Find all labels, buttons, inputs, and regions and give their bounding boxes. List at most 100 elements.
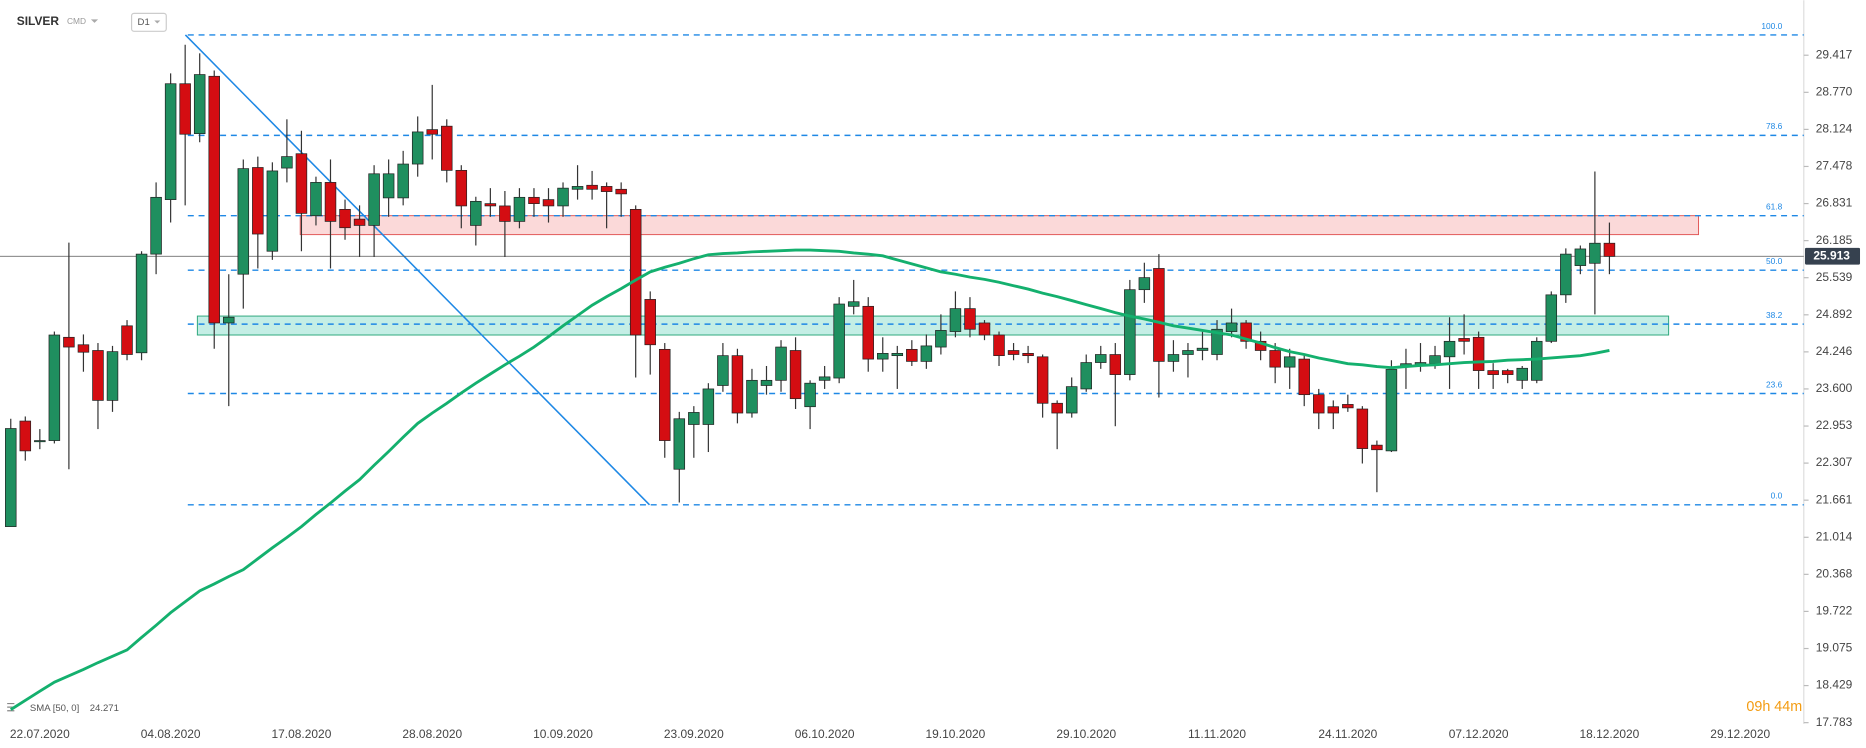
y-tick-label: 28.124 — [1816, 122, 1853, 136]
candle-body — [1109, 354, 1122, 375]
x-tick-label: 18.12.2020 — [1580, 727, 1640, 741]
candle-body — [702, 388, 715, 425]
candle-body — [1036, 356, 1049, 404]
candle-body — [1342, 404, 1354, 409]
candle-body — [949, 308, 962, 332]
last-price-box — [1804, 247, 1861, 265]
candle-body — [775, 346, 787, 381]
sma-last-value: 24.271 — [90, 703, 119, 714]
x-tick-label: 07.12.2020 — [1449, 727, 1509, 741]
symbol: SILVER — [17, 14, 60, 28]
x-tick-label: 23.09.2020 — [664, 727, 724, 741]
candle-body — [1313, 394, 1325, 414]
last-price-label: 25.913 — [1813, 248, 1850, 262]
candle-body — [353, 218, 366, 226]
timeframe[interactable]: D1 — [138, 17, 150, 28]
candle-body — [310, 182, 322, 217]
y-tick-label: 17.783 — [1816, 715, 1853, 729]
candle-body — [484, 203, 497, 207]
candle-body — [906, 348, 918, 362]
candle-body — [1225, 322, 1238, 332]
x-tick-label: 04.08.2020 — [141, 727, 201, 741]
candle-body — [164, 83, 177, 200]
countdown: 09h 44m — [1746, 699, 1802, 715]
candle-body — [571, 186, 584, 190]
y-tick-label: 29.417 — [1816, 47, 1853, 61]
candle-body — [731, 355, 744, 414]
y-tick-label: 19.075 — [1816, 641, 1853, 655]
market[interactable]: CMD — [67, 16, 86, 26]
candle-body — [877, 353, 889, 360]
candle-body — [121, 325, 133, 355]
candle-body — [920, 345, 933, 362]
candle-body — [382, 173, 395, 199]
candle-body — [223, 316, 235, 324]
y-tick-label: 19.722 — [1816, 604, 1853, 618]
candle-body — [339, 209, 351, 229]
candle-body — [135, 253, 148, 354]
timeframe-box[interactable] — [130, 12, 167, 32]
candle-body — [34, 440, 46, 443]
candle-body — [237, 168, 250, 275]
candle-body — [1589, 242, 1601, 264]
candle-body — [1429, 355, 1441, 365]
candle-body — [1458, 338, 1470, 342]
candle-body — [644, 299, 656, 346]
candle-body — [295, 153, 308, 214]
fib-label: 100.0 — [1761, 21, 1782, 31]
sma-name: SMA [50, 0] — [30, 703, 79, 714]
candle-body — [717, 355, 729, 386]
y-tick-label: 18.429 — [1816, 678, 1853, 692]
x-tick-label: 22.07.2020 — [10, 727, 70, 741]
candle-body — [1443, 340, 1456, 358]
candle-body — [1560, 253, 1572, 296]
candle-body — [746, 379, 758, 414]
candle-body — [77, 344, 90, 353]
y-tick-label: 25.539 — [1816, 270, 1853, 284]
candle-body — [19, 420, 32, 452]
candle-body — [1603, 242, 1616, 257]
x-tick-label: 29.10.2020 — [1056, 727, 1116, 741]
candle-body — [528, 196, 540, 204]
candle-body — [1371, 444, 1383, 451]
candle-body — [470, 200, 482, 226]
candle-body — [862, 305, 874, 360]
candle-body — [1385, 369, 1398, 452]
candle-body — [1167, 354, 1180, 362]
candle-body — [1065, 386, 1078, 414]
dropdown-arrow[interactable] — [90, 19, 99, 23]
candle-body — [266, 170, 279, 252]
candle-body — [557, 187, 569, 207]
dropdown-arrow[interactable] — [154, 20, 161, 24]
candle-body — [964, 308, 976, 330]
candle-body — [324, 182, 337, 222]
y-tick-label: 26.185 — [1816, 233, 1853, 247]
candle-body — [1080, 362, 1092, 390]
candle-body — [833, 303, 845, 379]
candle-body — [615, 188, 627, 195]
candle-body — [368, 173, 380, 226]
candle-body — [1574, 248, 1587, 266]
candle-body — [629, 209, 642, 336]
y-tick-label: 28.770 — [1816, 84, 1853, 98]
candle-body — [63, 336, 75, 348]
candle-body — [586, 184, 598, 190]
candle-body — [993, 334, 1005, 357]
candle-body — [281, 156, 293, 169]
fib-label: 61.8 — [1766, 202, 1783, 212]
candle-body — [1283, 356, 1296, 368]
header: SILVER CMD D1 — [17, 12, 167, 32]
candle-body — [1501, 370, 1514, 375]
candle-body — [150, 196, 162, 255]
candle-body — [441, 125, 453, 171]
candle-body — [542, 199, 555, 207]
y-tick-label: 24.246 — [1816, 344, 1853, 358]
x-tick-label: 24.11.2020 — [1318, 727, 1377, 741]
candle-body — [1138, 277, 1151, 291]
y-tick-label: 24.892 — [1816, 307, 1853, 321]
candle-body — [1487, 370, 1499, 375]
candle-body — [1051, 402, 1063, 414]
